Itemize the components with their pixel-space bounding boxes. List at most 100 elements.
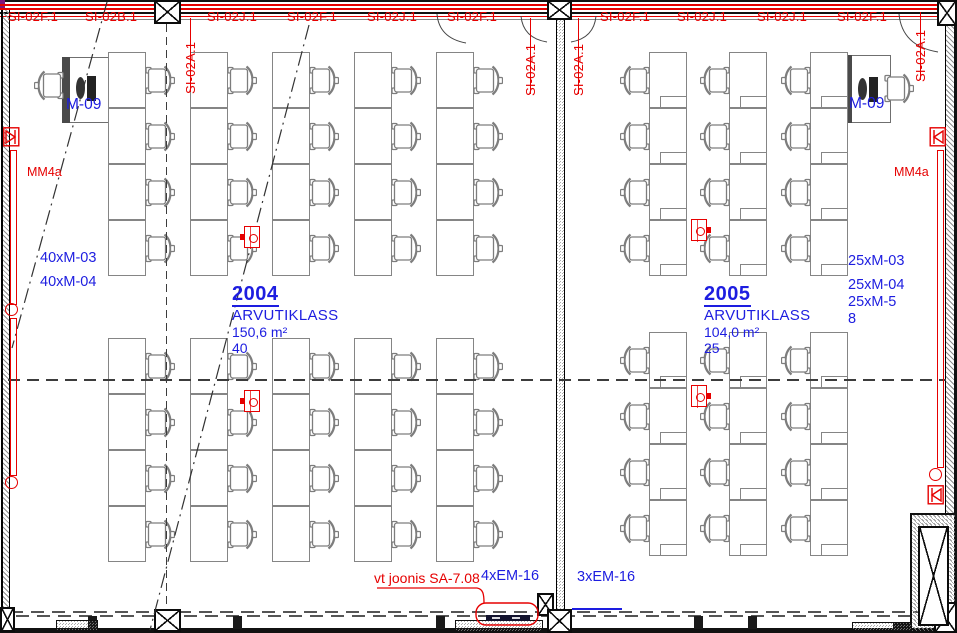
plinth: [56, 620, 98, 631]
chair-icon: [309, 351, 339, 382]
desk-shelf: [740, 264, 767, 276]
divider-wall: [556, 18, 565, 612]
desk-shelf: [740, 488, 767, 500]
fire-line-labels: [0, 16, 957, 18]
room-capacity: 40: [232, 340, 248, 356]
room-number: 2005: [704, 283, 751, 307]
desk-shelf: [821, 432, 848, 444]
grid-column: [918, 526, 949, 626]
room-name: ARVUTIKLASS: [704, 307, 811, 324]
desk: [436, 52, 474, 108]
chair-icon: [700, 65, 730, 96]
radiator-valve-icon: [929, 127, 946, 147]
desk-shelf: [821, 208, 848, 220]
desk: [354, 108, 392, 164]
desk: [108, 164, 146, 220]
chair-icon: [309, 177, 339, 208]
fire-compartment-label: SI-02F.1: [8, 9, 59, 24]
fire-compartment-label: SI-02F.1: [600, 9, 651, 24]
chair-icon: [391, 65, 421, 96]
em-label-right: 3xEM-16: [577, 569, 636, 585]
chair-icon: [227, 407, 257, 438]
chair-icon: [391, 351, 421, 382]
room-label-2004: 2004 ARVUTIKLASS 150,6 m² 40: [232, 284, 338, 356]
fire-compartment-label: SI-02F.1: [287, 9, 338, 24]
desk: [108, 220, 146, 276]
chair-icon: [309, 65, 339, 96]
desk: [108, 450, 146, 506]
chair-icon: [473, 65, 503, 96]
radiator-pipe: [10, 318, 17, 476]
chair-icon: [473, 121, 503, 152]
room-area: 150,6 m²: [232, 324, 288, 340]
teacher-desk-left-panel: [62, 57, 70, 123]
chair-icon: [620, 65, 650, 96]
chair-icon: [620, 513, 650, 544]
radiator-endcap-icon: [5, 303, 18, 316]
desk-shelf: [660, 544, 687, 556]
em-label-left: 4xEM-16: [481, 568, 540, 584]
chair-icon: [781, 177, 811, 208]
desk: [436, 164, 474, 220]
desk-shelf: [821, 264, 848, 276]
em-fixture-tick: [492, 617, 500, 619]
chair-icon: [781, 401, 811, 432]
chair-icon: [781, 345, 811, 376]
desk: [190, 108, 228, 164]
door-swing-arc: [436, 13, 467, 44]
equipment-count-label: 25xM-04: [848, 277, 905, 293]
grid-column: [154, 0, 181, 24]
desk-shelf: [740, 432, 767, 444]
mullion: [748, 616, 757, 629]
desk: [436, 108, 474, 164]
equipment-count-label: 40xM-04: [40, 274, 97, 290]
monitor-body-icon: [87, 76, 96, 101]
mullion: [694, 616, 703, 629]
chair-icon: [473, 463, 503, 494]
desk: [272, 338, 310, 394]
teacher-station-label-left: M-09: [66, 96, 102, 113]
desk: [354, 506, 392, 562]
desk: [354, 220, 392, 276]
desk: [436, 338, 474, 394]
chair-icon: [781, 457, 811, 488]
chair-icon: [473, 233, 503, 264]
desk: [436, 394, 474, 450]
monitor-icon: [858, 78, 867, 100]
fire-compartment-label: SI-02F.1: [837, 9, 888, 24]
grid-axis-line: [166, 24, 168, 608]
radiator-valve-icon: [927, 485, 944, 505]
desk-shelf: [740, 544, 767, 556]
radiator-pipe: [937, 150, 944, 468]
desk: [190, 506, 228, 562]
chair-icon: [700, 345, 730, 376]
floor-outlet-icon: [240, 390, 260, 413]
top-wall: [0, 12, 957, 14]
monitor-icon: [76, 77, 85, 99]
desk-shelf: [821, 544, 848, 556]
radiator-endcap-icon: [5, 476, 18, 489]
chair-icon: [781, 65, 811, 96]
fire-compartment-axis: [530, 18, 532, 94]
equipment-count-label: 25xM-03: [848, 253, 905, 269]
chair-icon: [391, 519, 421, 550]
fire-compartment-label: SI-02B.1: [85, 9, 138, 24]
door-swing-arc: [570, 15, 597, 43]
desk: [354, 164, 392, 220]
top-wall-inner-line: [8, 19, 947, 20]
chair-icon: [391, 463, 421, 494]
desk-shelf: [660, 208, 687, 220]
chair-icon: [309, 463, 339, 494]
fire-compartment-label: SI-02J.1: [367, 9, 418, 24]
em-fixture: [486, 615, 530, 621]
desk: [272, 394, 310, 450]
teacher-desk-right-panel: [845, 55, 852, 123]
monitor-body-icon: [869, 77, 878, 102]
desk: [272, 450, 310, 506]
fire-compartment-label-vertical: SI-02A.1: [913, 29, 928, 82]
fire-compartment-label-vertical: SI-02A.1: [183, 41, 198, 94]
desk: [108, 108, 146, 164]
chair-icon: [227, 351, 257, 382]
